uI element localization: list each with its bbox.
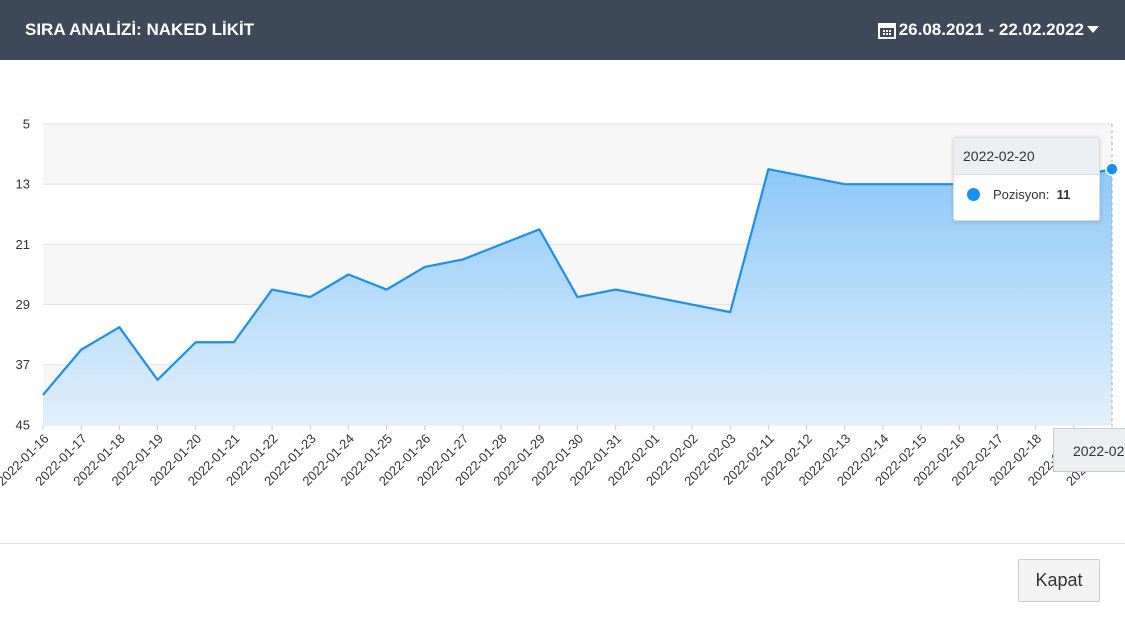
y-tick-label: 37 [16, 357, 30, 372]
tooltip: 2022-02-20 Pozisyon: 11 [953, 137, 1100, 221]
y-tick-label: 45 [16, 417, 30, 432]
y-tick-label: 29 [16, 297, 30, 312]
hover-marker [1105, 162, 1119, 176]
crosshair-label: 2022-02-20 [1053, 428, 1125, 472]
tooltip-marker [967, 188, 980, 201]
caret-icon [1087, 26, 1099, 33]
grid-band [43, 124, 1112, 185]
date-picker[interactable]: 26.08.2021 - 22.02.2022 [877, 20, 1099, 40]
modal-title: SIRA ANALİZİ: NAKED LİKİT [25, 20, 255, 39]
y-tick-label: 5 [23, 116, 30, 131]
tooltip-date: 2022-02-20 [954, 138, 1099, 175]
modal-header: SIRA ANALİZİ: NAKED LİKİT 26.08.2021 - 2… [0, 0, 1125, 60]
date-range: 26.08.2021 - 22.02.2022 [898, 20, 1084, 39]
footer-divider [0, 543, 1125, 544]
y-tick-label: 21 [16, 237, 30, 252]
line [42, 168, 1113, 396]
calendar-icon [877, 23, 896, 39]
close-button[interactable]: Kapat [1018, 559, 1100, 602]
tooltip-value: 11 [1056, 187, 1071, 202]
chart: 513212937452022-01-162022-01-172022-01-1… [0, 116, 1121, 488]
tooltip-label: Pozisyon: [993, 187, 1050, 202]
y-tick-label: 13 [16, 177, 30, 192]
